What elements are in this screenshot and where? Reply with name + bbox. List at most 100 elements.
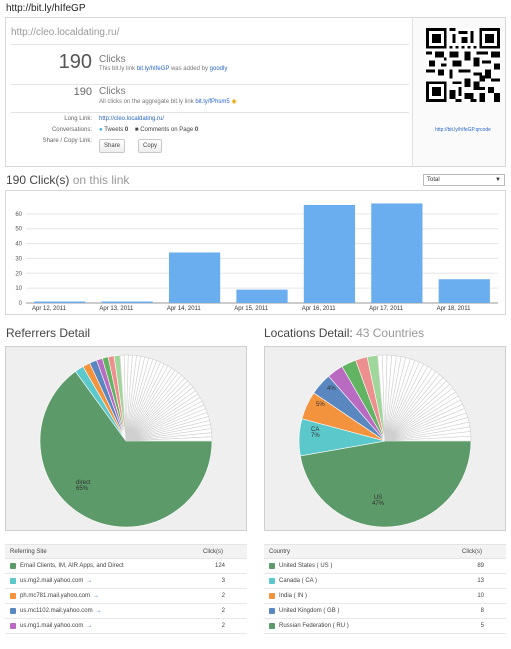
select-value: Total xyxy=(427,177,440,183)
row-name[interactable]: us.mg2.mail.yahoo.com → xyxy=(20,578,92,584)
row-name[interactable]: us.mc1102.mail.yahoo.com → xyxy=(20,608,102,614)
short-link[interactable]: bit.ly/hIfeGP xyxy=(136,66,170,72)
share-label: Share / Copy Link: xyxy=(42,138,92,144)
clicks-count: 190 xyxy=(58,51,92,73)
table-row[interactable]: ph.mc781.mail.yahoo.com → 2 xyxy=(5,589,247,604)
y-tick-label: 40 xyxy=(15,242,22,248)
row-name-text: ph.mc781.mail.yahoo.com xyxy=(20,593,91,599)
referrers-table-body: Email Clients, IM, AIR Apps, and Direct 1… xyxy=(5,559,247,634)
comments-icon: ■ xyxy=(134,127,139,133)
row-count: 2 xyxy=(221,608,225,614)
col-clicks[interactable]: Click(s) xyxy=(203,549,223,555)
row-name[interactable]: United Kingdom ( GB ) xyxy=(279,608,339,614)
comments-count: 0 xyxy=(194,127,199,133)
row-name[interactable]: India ( IN ) xyxy=(279,593,307,599)
aggregate-link[interactable]: bit.ly/fPhsm5 xyxy=(195,99,230,105)
clicks-sub-prefix: This bit.ly link xyxy=(99,66,136,72)
color-swatch xyxy=(269,593,275,599)
row-name-text: us.mc1102.mail.yahoo.com xyxy=(20,608,93,614)
y-tick-label: 0 xyxy=(19,301,23,307)
pie-label-us: US 47% xyxy=(372,495,384,507)
x-tick-label: Apr 18, 2011 xyxy=(437,306,472,312)
qr-code xyxy=(426,28,500,102)
x-tick-label: Apr 14, 2011 xyxy=(167,306,202,312)
referrers-table: Referring Site Click(s) Email Clients, I… xyxy=(5,544,247,634)
row-count: 2 xyxy=(221,623,225,629)
user-link[interactable]: goodly xyxy=(209,66,228,72)
color-swatch xyxy=(10,593,16,599)
row-name[interactable]: Canada ( CA ) xyxy=(279,578,317,584)
col-referring-site[interactable]: Referring Site xyxy=(10,549,47,555)
bar xyxy=(34,301,86,303)
bar xyxy=(371,203,423,303)
table-row[interactable]: us.mc1102.mail.yahoo.com → 2 xyxy=(5,604,247,619)
short-url-title: http://bit.ly/hIfeGP xyxy=(6,3,86,14)
table-row[interactable]: India ( IN ) 10 xyxy=(264,589,506,604)
tweets-label[interactable]: Tweets xyxy=(104,127,124,133)
row-name[interactable]: Email Clients, IM, AIR Apps, and Direct xyxy=(20,563,124,569)
color-swatch xyxy=(269,578,275,584)
y-tick-label: 10 xyxy=(15,286,22,292)
table-row[interactable]: United States ( US ) 89 xyxy=(264,559,506,574)
table-row[interactable]: Canada ( CA ) 13 xyxy=(264,574,506,589)
external-link-icon[interactable]: → xyxy=(86,623,93,629)
row-name[interactable]: United States ( US ) xyxy=(279,563,332,569)
external-link-icon[interactable]: → xyxy=(95,608,102,614)
pie-slice[interactable] xyxy=(125,436,213,442)
row-name[interactable]: us.mg1.mail.yahoo.com → xyxy=(20,623,92,629)
pie-slice[interactable] xyxy=(384,435,472,442)
pie-slice[interactable] xyxy=(299,440,472,528)
pie-slice[interactable] xyxy=(39,371,213,528)
external-link-icon[interactable]: → xyxy=(93,593,100,599)
pie-label-ca-pct: 7% xyxy=(311,433,320,439)
row-name[interactable]: Russian Federation ( RU ) xyxy=(279,623,349,629)
color-swatch xyxy=(269,623,275,629)
x-tick-label: Apr 17, 2011 xyxy=(369,306,404,312)
share-button[interactable]: Share xyxy=(99,139,126,153)
col-clicks[interactable]: Click(s) xyxy=(462,549,482,555)
table-row[interactable]: us.mg2.mail.yahoo.com → 3 xyxy=(5,574,247,589)
pie-label-ca: CA 7% xyxy=(311,427,320,439)
y-tick-label: 20 xyxy=(15,271,22,277)
locations-table-body: United States ( US ) 89 Canada ( CA ) 13 Ind… xyxy=(264,559,506,634)
row-count: 124 xyxy=(214,563,225,569)
divider xyxy=(11,84,409,85)
pie-label-in: 5% xyxy=(316,402,325,408)
row-name[interactable]: ph.mc781.mail.yahoo.com → xyxy=(20,593,99,599)
copy-button[interactable]: Copy xyxy=(138,139,163,153)
conversations-values: ● Tweets 0 ■ Comments on Page 0 xyxy=(99,127,198,133)
external-link-icon[interactable]: → xyxy=(86,578,93,584)
info-icon[interactable]: ◉ xyxy=(231,99,237,105)
link-info-panel: http://cleo.localdating.ru/ 190 Clicks T… xyxy=(5,17,506,167)
color-swatch xyxy=(10,608,16,614)
bar xyxy=(101,301,153,303)
qr-code-link[interactable]: http://bit.ly/hIfeGP.qrcode xyxy=(435,127,491,133)
clicks-bar-chart: 0 10 20 30 40 50 60 Apr 12, 2011 Apr 13, 2011 Apr… xyxy=(5,190,506,315)
table-row[interactable]: Email Clients, IM, AIR Apps, and Direct 1… xyxy=(5,559,247,574)
referrers-table-header: Referring Site Click(s) xyxy=(5,544,247,559)
referrers-title: Referrers Detail xyxy=(6,326,91,340)
locations-country-count: 43 Countries xyxy=(356,326,425,340)
locations-pie-chart xyxy=(298,354,472,528)
referrers-pie-panel: direct 65% xyxy=(5,346,247,531)
col-country[interactable]: Country xyxy=(269,549,291,555)
pie-label-direct-pct: 65% xyxy=(76,486,89,492)
conversations-label: Conversations: xyxy=(51,127,92,133)
pie-label-direct: direct 65% xyxy=(76,480,91,492)
long-link-value[interactable]: http://cleo.localdating.ru/ xyxy=(99,116,165,122)
row-name-text: Canada ( CA ) xyxy=(279,578,318,584)
row-count: 2 xyxy=(221,593,225,599)
comments-label[interactable]: Comments on Page xyxy=(140,127,194,133)
pie-label-us-pct: 47% xyxy=(372,501,385,507)
bar xyxy=(438,279,490,303)
color-swatch xyxy=(269,608,275,614)
row-name-text: Russian Federation ( RU ) xyxy=(279,623,349,629)
clicks-filter-select[interactable]: Total ▼ xyxy=(423,174,505,186)
table-row[interactable]: Russian Federation ( RU ) 5 xyxy=(264,619,506,634)
aggregate-sub-prefix: All clicks on the aggregate bit.ly link xyxy=(99,99,194,105)
row-count: 13 xyxy=(477,578,484,584)
pie-label-gb: 4% xyxy=(327,386,336,392)
table-row[interactable]: United Kingdom ( GB ) 8 xyxy=(264,604,506,619)
y-tick-label: 30 xyxy=(15,256,22,262)
table-row[interactable]: us.mg1.mail.yahoo.com → 2 xyxy=(5,619,247,634)
